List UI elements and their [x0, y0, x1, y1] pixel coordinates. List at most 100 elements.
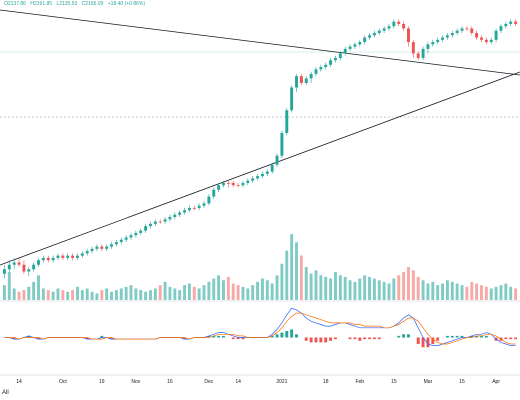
macd-histogram-bar [309, 337, 313, 343]
volume-bar [236, 285, 240, 300]
candle-body [436, 39, 440, 43]
macd-histogram-bar [436, 337, 440, 341]
volume-bar [149, 290, 152, 300]
candle-body [192, 207, 196, 209]
macd-histogram-bar [402, 334, 406, 338]
candle-body [514, 21, 518, 24]
candle-body [173, 214, 177, 218]
macd-histogram-bar [460, 335, 464, 338]
volume-bar [17, 291, 21, 300]
volume-bar [509, 286, 513, 300]
candle-body [27, 269, 31, 272]
candle-body [382, 28, 386, 31]
candle-body [465, 28, 469, 30]
macd-histogram-bar [358, 337, 362, 341]
volume-bar [71, 290, 75, 300]
volume-bar [129, 285, 133, 300]
candle-body [509, 21, 513, 24]
macd-histogram-bar [445, 335, 449, 338]
macd-histogram-bar [416, 337, 420, 344]
x-tick-label: 15 [391, 379, 397, 385]
macd-histogram-bar [470, 335, 474, 338]
macd-histogram-bar [324, 337, 328, 343]
volume-bar [353, 281, 357, 300]
signal-line [4, 312, 516, 345]
volume-bar [61, 290, 65, 300]
candle-body [329, 60, 333, 65]
candle-body [295, 76, 298, 88]
volume-bar [173, 288, 177, 300]
volume-bar [368, 276, 371, 300]
macd-histogram-bar [27, 335, 31, 338]
volume-bar [377, 280, 381, 300]
volume-bar [158, 285, 162, 300]
trendlines [0, 9, 520, 266]
volume-bar [426, 283, 430, 300]
macd-histogram-bar [241, 337, 245, 340]
candle-body [489, 39, 493, 43]
volume-bar [7, 272, 11, 300]
price-grid [0, 51, 520, 118]
volume-bar [445, 280, 449, 300]
x-tick-label: 16 [167, 379, 173, 385]
candle-body [304, 78, 308, 83]
candle-body [402, 23, 406, 29]
volume-bar [348, 280, 352, 300]
candle-body [426, 44, 430, 49]
volume-bar [441, 283, 445, 300]
macd-histogram-bar [207, 335, 211, 338]
volume-bar [260, 278, 264, 300]
candle-body [499, 26, 503, 31]
volume-bar [372, 278, 376, 300]
macd-histogram-bar [37, 337, 40, 340]
x-tick-label: 18 [323, 379, 329, 385]
volume-bar [299, 255, 303, 300]
candle-body [241, 182, 245, 186]
macd-histogram-bar [295, 334, 298, 338]
volume-bar [275, 275, 279, 300]
macd-histogram-bar [475, 335, 479, 338]
ohlc-legend: O2137.86 H2191.85 L2135.53 C2156.09 +18.… [4, 1, 148, 7]
macd-histogram-bar [333, 337, 337, 340]
volume-bar [212, 278, 216, 300]
candle-body [441, 37, 445, 40]
macd-pane [4, 307, 518, 348]
volume-bar [494, 286, 498, 300]
volume-bar [231, 283, 235, 300]
ascending-trendline [0, 71, 520, 266]
macd-histogram-bar [217, 335, 221, 338]
candle-body [149, 223, 152, 227]
candle-body [153, 221, 157, 224]
macd-histogram-bar [363, 337, 367, 340]
volume-bar [114, 290, 118, 300]
macd-histogram-bar [329, 337, 333, 341]
range-all-button[interactable]: All [2, 390, 9, 396]
volume-bar [460, 285, 464, 300]
volume-bar [27, 286, 31, 300]
candle-body [368, 35, 371, 38]
volume-bar [207, 281, 211, 300]
candle-body [12, 262, 16, 265]
volume-bar [95, 293, 99, 300]
volume-bar [32, 281, 36, 300]
volume-bar [309, 273, 313, 300]
macd-histogram-bar [514, 337, 518, 340]
candle-body [61, 255, 65, 258]
candle-body [290, 87, 294, 111]
volume-bar [187, 283, 191, 300]
volume-bar [246, 288, 250, 300]
volume-bar [178, 290, 182, 300]
candle-body [139, 230, 143, 233]
volume-bar [163, 281, 167, 300]
volume-bar [324, 276, 328, 300]
volume-bar [139, 290, 143, 300]
candle-body [377, 30, 381, 33]
candle-body [7, 264, 11, 270]
volume-bar [363, 275, 367, 300]
volume-bar [436, 285, 440, 300]
candle-body [363, 37, 367, 43]
volume-bar [484, 286, 488, 300]
candle-body [2, 269, 6, 274]
macd-histogram-bar [372, 337, 376, 340]
